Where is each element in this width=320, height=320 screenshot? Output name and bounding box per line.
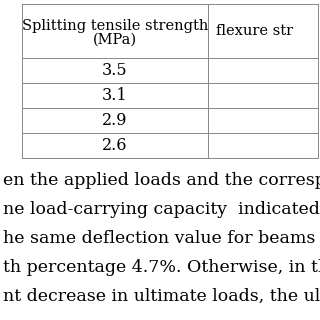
- Text: Splitting tensile strength: Splitting tensile strength: [22, 19, 208, 33]
- Text: th percentage 4.7%. Otherwise, in th: th percentage 4.7%. Otherwise, in th: [3, 259, 320, 276]
- Text: nt decrease in ultimate loads, the ul: nt decrease in ultimate loads, the ul: [3, 288, 320, 305]
- Text: flexure str: flexure str: [216, 24, 293, 38]
- Text: 3.1: 3.1: [102, 87, 128, 104]
- Text: ne load-carrying capacity  indicated: ne load-carrying capacity indicated: [3, 201, 320, 218]
- Text: 3.5: 3.5: [102, 62, 128, 79]
- Text: (MPa): (MPa): [93, 33, 137, 47]
- Text: en the applied loads and the correspo: en the applied loads and the correspo: [3, 172, 320, 189]
- Text: 2.9: 2.9: [102, 112, 128, 129]
- Text: he same deflection value for beams: he same deflection value for beams: [3, 230, 316, 247]
- Text: 2.6: 2.6: [102, 137, 128, 154]
